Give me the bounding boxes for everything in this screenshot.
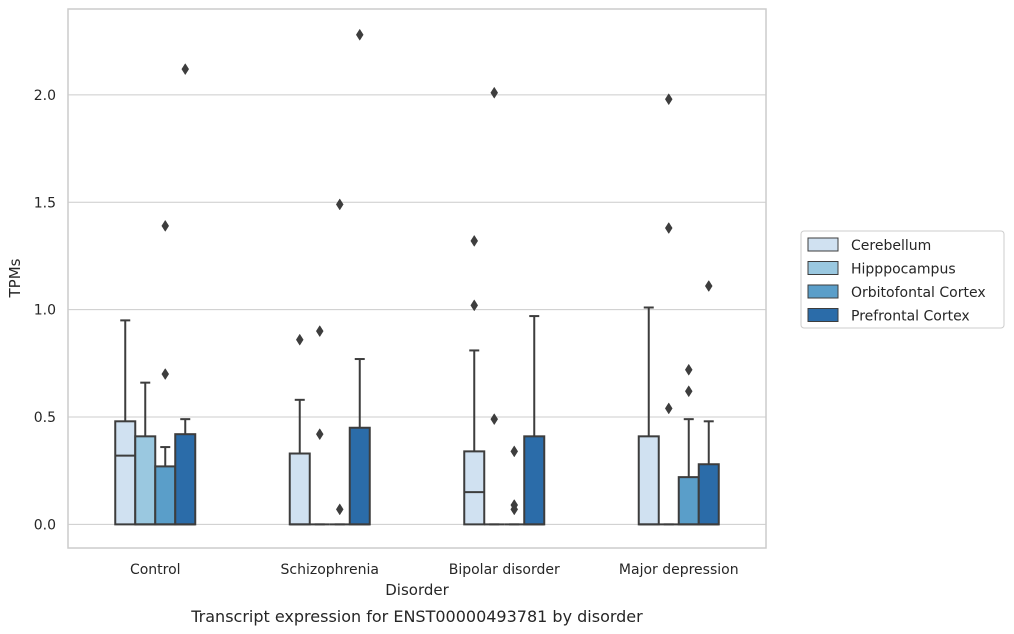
legend-frame <box>800 230 1005 329</box>
box-body <box>174 433 197 526</box>
legend-label: Prefrontal Cortex <box>851 309 970 325</box>
x-axis-ticks: Control Schizophrenia Bipolar disorder Majo… <box>130 562 739 578</box>
outlier-point <box>704 280 713 292</box>
outlier-point <box>161 219 170 232</box>
box-body <box>697 463 720 526</box>
box-body <box>523 435 546 526</box>
box-3-0 <box>174 418 197 526</box>
legend-swatch <box>807 284 839 299</box>
legend-label: Cerebellum <box>851 238 931 254</box>
box-body <box>637 435 660 526</box>
outlier-point <box>664 93 673 106</box>
outlier-point <box>181 63 190 76</box>
x-tick-label: Schizophrenia <box>281 562 379 578</box>
outlier-point <box>470 234 479 247</box>
outlier-point <box>510 445 519 458</box>
x-tick-label: Bipolar disorder <box>449 562 560 578</box>
outlier-point <box>684 363 693 376</box>
box-body <box>348 426 371 526</box>
outlier-point <box>161 368 170 381</box>
box-0-3 <box>637 306 660 526</box>
y-tick-label: 1.0 <box>34 303 56 319</box>
y-axis-ticks: 0.0 0.5 1.0 1.5 2.0 <box>34 88 56 533</box>
legend-swatch <box>807 237 839 252</box>
outliers <box>161 28 713 516</box>
legend-swatch <box>807 308 839 322</box>
outlier-point <box>315 428 324 441</box>
box-3-2 <box>523 315 546 526</box>
y-tick-label: 0.5 <box>34 410 56 426</box>
legend-label: Hipppocampus <box>851 262 956 278</box>
x-tick-label: Control <box>130 562 181 578</box>
outlier-point <box>664 402 673 415</box>
outlier-point <box>684 385 693 398</box>
y-tick-label: 2.0 <box>34 88 56 104</box>
x-axis-label: Disorder <box>385 581 449 599</box>
outlier-point <box>315 325 324 338</box>
outlier-point <box>470 299 479 312</box>
box-0-1 <box>288 398 311 526</box>
box-body <box>154 465 177 526</box>
outlier-point <box>490 86 499 99</box>
box-2-3 <box>677 418 700 526</box>
outlier-point <box>335 198 344 211</box>
y-tick-label: 1.5 <box>34 195 56 211</box>
legend: Cerebellum Hipppocampus Orbitofontal Corte… <box>800 230 1005 329</box>
outlier-point <box>355 28 364 41</box>
boxes <box>114 306 720 526</box>
box-body <box>677 476 700 526</box>
y-axis-label: TPMs <box>6 258 24 298</box>
y-tick-label: 0.0 <box>34 517 56 533</box>
box-body <box>114 420 137 526</box>
box-body <box>134 435 157 526</box>
outlier-point <box>335 503 344 516</box>
legend-swatch <box>807 261 839 275</box>
outlier-point <box>664 222 673 235</box>
box-0-2 <box>463 349 486 526</box>
outlier-point <box>510 499 519 512</box>
legend-label: Orbitofontal Cortex <box>851 285 986 301</box>
chart-caption: Transcript expression for ENST0000049378… <box>190 607 643 626</box>
outlier-point <box>295 333 304 346</box>
x-tick-label: Major depression <box>619 562 739 578</box>
box-body <box>463 450 486 526</box>
box-3-3 <box>697 420 720 526</box>
box-2-0 <box>154 446 177 526</box>
box-body <box>288 452 311 526</box>
box-3-1 <box>348 358 371 526</box>
outlier-point <box>490 413 499 426</box>
